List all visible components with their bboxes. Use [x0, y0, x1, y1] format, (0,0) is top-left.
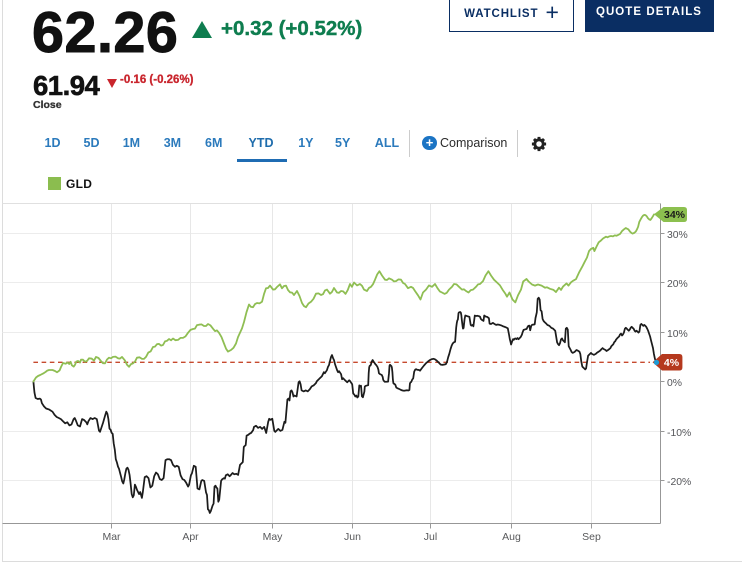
svg-text:4%: 4% — [664, 357, 680, 369]
svg-text:Apr: Apr — [182, 531, 199, 543]
svg-text:30%: 30% — [667, 230, 688, 241]
svg-text:-10%: -10% — [667, 428, 691, 439]
svg-text:Aug: Aug — [502, 531, 521, 543]
svg-text:May: May — [263, 531, 284, 543]
svg-text:-20%: -20% — [667, 477, 691, 488]
svg-text:Sep: Sep — [582, 531, 601, 543]
svg-text:Mar: Mar — [102, 531, 121, 543]
svg-text:34%: 34% — [664, 209, 686, 221]
svg-text:20%: 20% — [667, 279, 688, 290]
svg-text:Jul: Jul — [424, 531, 437, 543]
svg-text:0%: 0% — [667, 378, 682, 389]
svg-text:10%: 10% — [667, 329, 688, 340]
svg-text:Jun: Jun — [344, 531, 361, 543]
